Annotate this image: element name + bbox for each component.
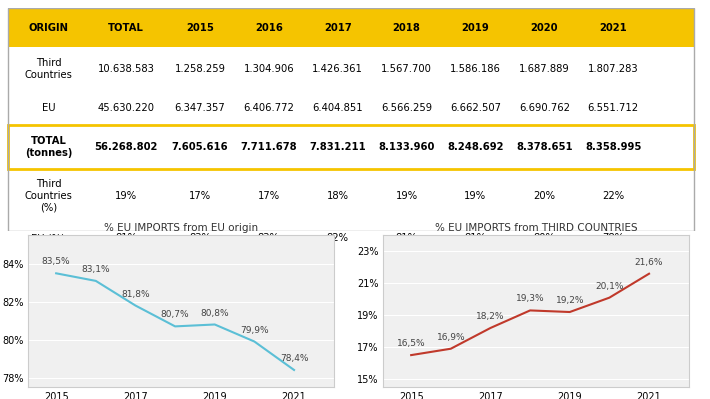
Text: 8.358.995: 8.358.995 [585, 142, 641, 152]
Title: % EU IMPORTS from EU origin: % EU IMPORTS from EU origin [104, 223, 258, 233]
Text: 83,1%: 83,1% [82, 265, 110, 274]
Text: 19,3%: 19,3% [515, 294, 545, 304]
Text: 81,8%: 81,8% [121, 290, 150, 298]
Text: EU (%): EU (%) [31, 233, 65, 243]
Text: 19%: 19% [115, 191, 137, 201]
Text: 8.248.692: 8.248.692 [447, 142, 503, 152]
Text: 78%: 78% [602, 233, 624, 243]
Text: 56.268.802: 56.268.802 [94, 142, 158, 152]
Text: 1.304.906: 1.304.906 [244, 64, 294, 74]
Text: 2016: 2016 [255, 22, 283, 33]
Text: 8.378.651: 8.378.651 [516, 142, 572, 152]
Text: 81%: 81% [115, 233, 137, 243]
Text: 10.638.583: 10.638.583 [97, 64, 154, 74]
Text: 21,6%: 21,6% [635, 258, 663, 267]
Text: Third
Countries: Third Countries [24, 58, 72, 80]
Text: EU: EU [42, 103, 55, 113]
Text: 79,9%: 79,9% [240, 326, 268, 335]
Text: 16,5%: 16,5% [397, 339, 425, 348]
Text: 2015: 2015 [186, 22, 214, 33]
Text: 8.133.960: 8.133.960 [378, 142, 435, 152]
Text: 20,1%: 20,1% [595, 282, 623, 291]
Text: 81%: 81% [395, 233, 417, 243]
Text: 20%: 20% [533, 191, 555, 201]
Bar [9, 8, 694, 47]
Text: 18%: 18% [327, 191, 349, 201]
Text: 1.426.361: 1.426.361 [312, 64, 363, 74]
Text: 81%: 81% [464, 233, 486, 243]
Text: 7.711.678: 7.711.678 [241, 142, 297, 152]
Text: 1.807.283: 1.807.283 [588, 64, 638, 74]
Text: 6.690.762: 6.690.762 [519, 103, 570, 113]
Text: TOTAL
(tonnes): TOTAL (tonnes) [25, 136, 72, 158]
Text: 1.567.700: 1.567.700 [381, 64, 432, 74]
Text: 80,8%: 80,8% [200, 308, 229, 318]
Text: 17%: 17% [189, 191, 211, 201]
Text: 2017: 2017 [324, 22, 351, 33]
Text: 22%: 22% [602, 191, 624, 201]
Text: ORIGIN: ORIGIN [28, 22, 68, 33]
Text: 7.831.211: 7.831.211 [310, 142, 366, 152]
Text: 6.404.851: 6.404.851 [312, 103, 363, 113]
Text: 83%: 83% [189, 233, 211, 243]
Title: % EU IMPORTS from THIRD COUNTRIES: % EU IMPORTS from THIRD COUNTRIES [435, 223, 638, 233]
Text: 80,7%: 80,7% [160, 310, 190, 320]
Text: 2021: 2021 [599, 22, 627, 33]
Text: 19,2%: 19,2% [555, 296, 584, 305]
Text: 80%: 80% [533, 233, 555, 243]
Text: 19%: 19% [464, 191, 486, 201]
Text: 6.662.507: 6.662.507 [450, 103, 501, 113]
Text: 83,5%: 83,5% [42, 257, 70, 267]
Text: 2018: 2018 [393, 22, 420, 33]
Text: 82%: 82% [327, 233, 349, 243]
Text: 45.630.220: 45.630.220 [97, 103, 154, 113]
Text: 17%: 17% [258, 191, 280, 201]
Text: 2020: 2020 [530, 22, 558, 33]
Text: 19%: 19% [395, 191, 417, 201]
Text: 18,2%: 18,2% [476, 312, 505, 321]
Text: 1.586.186: 1.586.186 [450, 64, 501, 74]
Text: 78,4%: 78,4% [280, 354, 308, 363]
Text: 1.258.259: 1.258.259 [175, 64, 226, 74]
Text: 6.566.259: 6.566.259 [381, 103, 432, 113]
Text: 1.687.889: 1.687.889 [519, 64, 569, 74]
Text: 16,9%: 16,9% [437, 333, 465, 342]
Text: 6.551.712: 6.551.712 [588, 103, 639, 113]
Text: 2019: 2019 [462, 22, 489, 33]
Text: 6.406.772: 6.406.772 [244, 103, 294, 113]
Text: 83%: 83% [258, 233, 280, 243]
Text: TOTAL: TOTAL [108, 22, 144, 33]
Bar [9, 125, 694, 169]
Text: 7.605.616: 7.605.616 [172, 142, 228, 152]
Text: 6.347.357: 6.347.357 [175, 103, 225, 113]
Text: Third
Countries
(%): Third Countries (%) [24, 179, 72, 212]
